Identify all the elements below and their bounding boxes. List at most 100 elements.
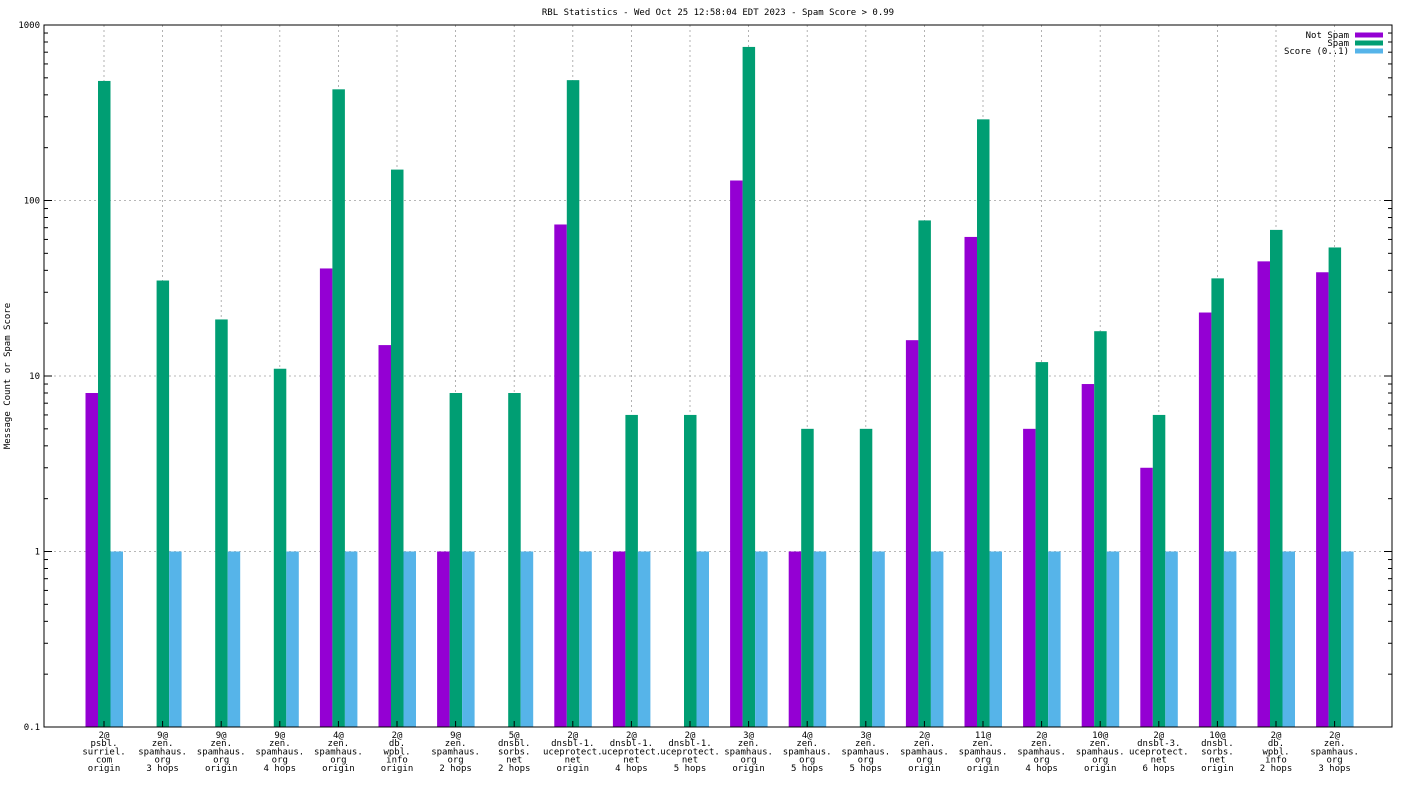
x-tick-label: 2 hops [1260,764,1293,774]
x-tick-label: net [1151,756,1167,766]
bar-score-0-1 [696,551,709,727]
bars [85,46,1354,728]
x-tick-label: net [506,756,522,766]
x-tick-label: zen. [1089,739,1111,749]
x-tick-label: origin [732,764,765,774]
axes: 0.111010010002@psbl.surriel.comorigin9@z… [18,21,1392,774]
legend-label: Not Spam [1306,31,1349,41]
bar-spam [156,280,170,727]
x-tick-label: origin [88,764,121,774]
x-tick-label: 2@ [392,731,403,741]
legend-swatch [1355,48,1383,54]
x-tick-label: 2@ [1271,731,1282,741]
x-tick-label: zen. [1324,739,1346,749]
x-tick-label: org [916,756,932,766]
x-tick-label: 10@ [1209,731,1226,741]
x-tick-label: origin [205,764,238,774]
y-tick-label: 1000 [18,21,40,31]
x-tick-label: 5 hops [674,764,707,774]
x-tick-label: surriel. [82,747,125,757]
x-tick-label: 2 hops [439,764,472,774]
x-tick-label: 6 hops [1143,764,1176,774]
x-tick-label: spamhaus. [138,747,187,757]
y-tick-label: 1 [35,548,40,558]
x-tick-label: db. [1268,739,1284,749]
x-tick-label: 3@ [743,731,754,741]
bar-not-spam [788,551,802,727]
x-tick-label: com [96,756,112,766]
x-tick-label: uceprotect. [543,747,603,757]
bar-not-spam [554,224,567,728]
x-tick-label: 5 hops [850,764,883,774]
x-tick-label: dnsbl-1. [610,739,653,749]
legend-swatch [1355,32,1383,38]
bar-not-spam [1140,467,1153,727]
bar-score-0-1 [930,551,944,727]
x-tick-label: 4@ [802,731,813,741]
bar-spam [918,220,931,727]
x-tick-label: org [1326,756,1342,766]
bar-spam [684,414,697,727]
bar-not-spam [1316,272,1329,727]
x-tick-label: zen. [152,739,174,749]
bar-score-0-1 [1223,551,1237,727]
bar-not-spam [1257,261,1270,727]
x-tick-label: 2@ [919,731,930,741]
x-tick-label: org [858,756,874,766]
x-tick-label: net [565,756,581,766]
bar-spam [1328,247,1342,727]
x-tick-label: spamhaus. [1310,747,1359,757]
bar-spam [273,368,287,727]
x-tick-label: spamhaus. [255,747,304,757]
x-tick-label: 2 hops [498,764,531,774]
x-tick-label: org [1092,756,1108,766]
x-tick-label: origin [322,764,355,774]
x-tick-label: db. [389,739,405,749]
bar-not-spam [378,345,391,727]
x-tick-label: 4 hops [1025,764,1058,774]
x-tick-label: dnsbl. [1201,739,1234,749]
x-tick-label: 9@ [450,731,461,741]
x-tick-label: sorbs. [1201,747,1234,757]
x-tick-label: 2@ [99,731,110,741]
x-tick-label: org [154,756,170,766]
x-tick-label: wpbl. [383,747,410,757]
x-tick-label: origin [1201,764,1234,774]
legend-swatch [1355,40,1383,46]
x-tick-label: uceprotect. [1129,747,1189,757]
x-tick-label: org [1033,756,1049,766]
x-tick-label: 4 hops [615,764,648,774]
bar-score-0-1 [1282,551,1295,727]
x-tick-label: 2@ [685,731,696,741]
bar-not-spam [1198,312,1212,727]
bar-spam [449,393,463,727]
bar-not-spam [437,551,450,727]
x-tick-label: spamhaus. [1017,747,1066,757]
bar-spam [98,80,111,728]
x-tick-label: zen. [972,739,994,749]
x-tick-label: org [447,756,463,766]
bar-spam [391,169,404,728]
x-tick-label: spamhaus. [783,747,832,757]
chart-title: RBL Statistics - Wed Oct 25 12:58:04 EDT… [542,8,894,18]
bar-spam [508,393,521,727]
bar-score-0-1 [989,551,1002,727]
x-tick-label: 10@ [1092,731,1109,741]
x-tick-label: uceprotect. [660,747,720,757]
bar-score-0-1 [169,551,182,727]
bar-spam [1094,331,1107,727]
bar-spam [977,119,990,728]
legend-label: Spam [1327,39,1349,49]
x-tick-label: zen. [738,739,760,749]
x-tick-label: dnsbl-1. [668,739,711,749]
x-tick-label: wpbl. [1262,747,1289,757]
x-tick-label: 3 hops [1318,764,1351,774]
bar-score-0-1 [813,551,827,727]
x-tick-label: 2@ [1036,731,1047,741]
x-tick-label: net [623,756,639,766]
x-tick-label: spamhaus. [197,747,246,757]
x-tick-label: origin [908,764,941,774]
x-tick-label: spamhaus. [724,747,773,757]
x-tick-label: 2@ [1153,731,1164,741]
x-tick-label: org [330,756,346,766]
